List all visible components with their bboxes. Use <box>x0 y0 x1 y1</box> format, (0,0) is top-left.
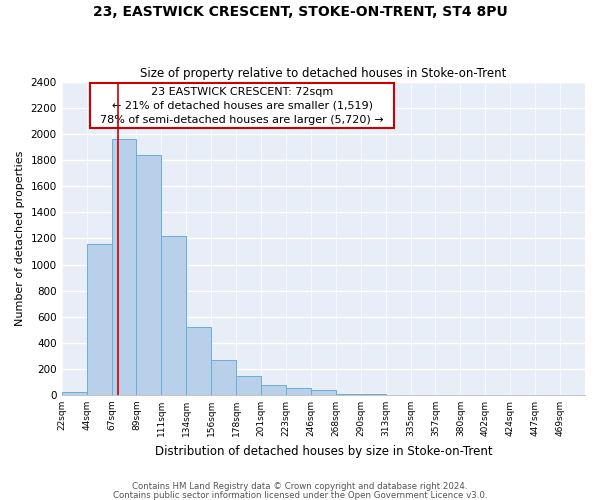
Bar <box>62 392 86 395</box>
Bar <box>161 236 186 395</box>
Y-axis label: Number of detached properties: Number of detached properties <box>15 151 25 326</box>
Title: Size of property relative to detached houses in Stoke-on-Trent: Size of property relative to detached ho… <box>140 66 506 80</box>
Bar <box>286 388 311 395</box>
X-axis label: Distribution of detached houses by size in Stoke-on-Trent: Distribution of detached houses by size … <box>155 444 492 458</box>
Bar <box>236 376 261 395</box>
Bar <box>211 360 236 395</box>
Bar <box>86 244 112 395</box>
Bar <box>112 140 136 395</box>
Text: 23 EASTWICK CRESCENT: 72sqm  
  ← 21% of detached houses are smaller (1,519)  
 : 23 EASTWICK CRESCENT: 72sqm ← 21% of det… <box>94 86 391 124</box>
Text: 23, EASTWICK CRESCENT, STOKE-ON-TRENT, ST4 8PU: 23, EASTWICK CRESCENT, STOKE-ON-TRENT, S… <box>92 5 508 19</box>
Bar <box>186 327 211 395</box>
Bar <box>361 394 386 395</box>
Text: Contains public sector information licensed under the Open Government Licence v3: Contains public sector information licen… <box>113 490 487 500</box>
Bar <box>261 385 286 395</box>
Bar <box>311 390 336 395</box>
Bar <box>336 394 361 395</box>
Bar <box>136 155 161 395</box>
Text: Contains HM Land Registry data © Crown copyright and database right 2024.: Contains HM Land Registry data © Crown c… <box>132 482 468 491</box>
